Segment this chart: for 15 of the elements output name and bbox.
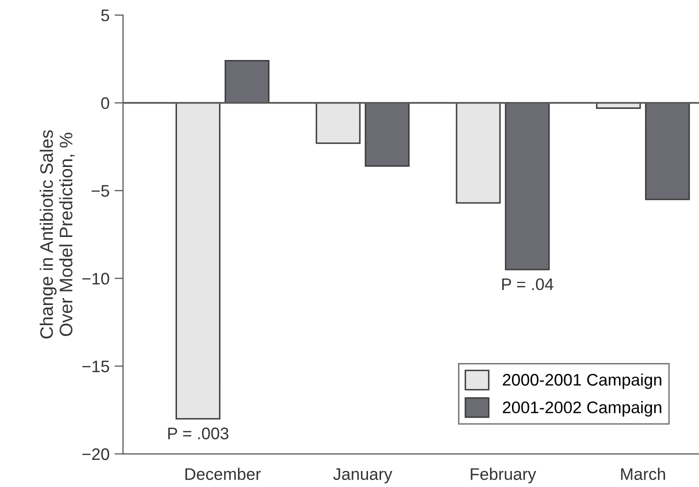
y-tick-label: −5 — [92, 185, 110, 197]
x-tick-label: December — [185, 468, 261, 480]
y-axis-title: Change in Antibiotic Sales Over Model Prediction, % — [40, 130, 75, 338]
y-tick-label: 0 — [101, 97, 110, 110]
x-tick-label: February — [470, 468, 536, 484]
annotation: P = .003 — [168, 428, 228, 440]
legend-label: 2000-2001 Campaign — [502, 373, 662, 390]
x-tick-label: March — [621, 468, 666, 480]
y-tick-label: −10 — [82, 272, 110, 285]
annotation: P = .04 — [502, 278, 554, 290]
y-tick-label: 5 — [101, 10, 110, 22]
y-tick-label: −15 — [82, 360, 110, 372]
legend-label: 2001-2002 Campaign — [502, 401, 662, 417]
x-tick-label: January — [333, 468, 392, 484]
y-tick-label: −20 — [82, 448, 110, 460]
